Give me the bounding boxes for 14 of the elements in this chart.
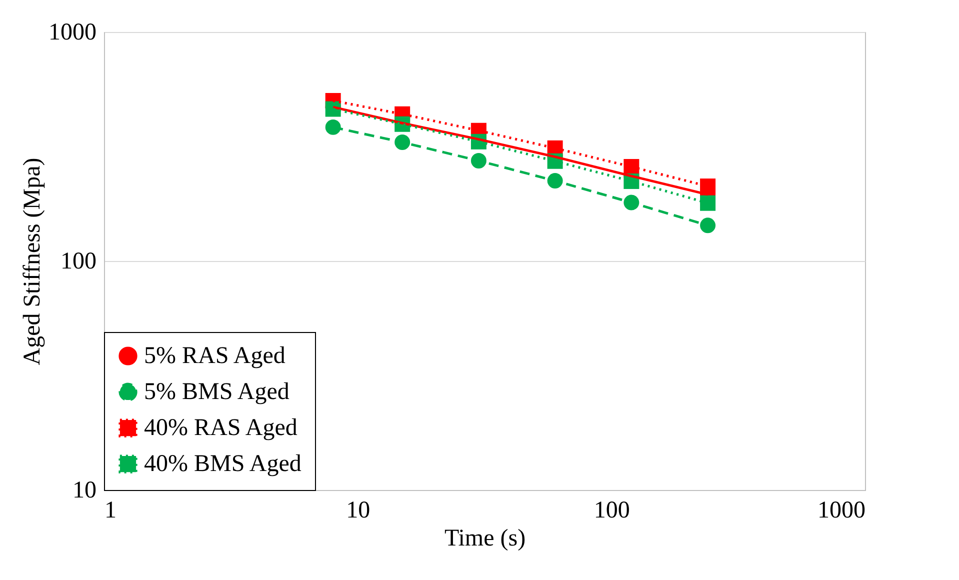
- legend-label: 40% BMS Aged: [144, 451, 302, 477]
- point: [700, 218, 716, 234]
- y-tick-label: 100: [60, 248, 96, 274]
- legend-label: 5% RAS Aged: [144, 343, 286, 369]
- x-axis-title: Time (s): [444, 526, 526, 552]
- x-tick-label: 10: [346, 498, 370, 524]
- y-tick-label: 1000: [48, 20, 96, 46]
- x-tick-label: 1000: [818, 498, 866, 524]
- x-tick-label: 1: [104, 498, 116, 524]
- x-tick-label: 100: [594, 498, 630, 524]
- y-tick-label: 10: [72, 478, 96, 504]
- legend-label: 5% BMS Aged: [144, 379, 290, 405]
- y-axis-title: Aged Stiffness (Mpa): [20, 158, 46, 366]
- legend-label: 40% RAS Aged: [144, 415, 298, 441]
